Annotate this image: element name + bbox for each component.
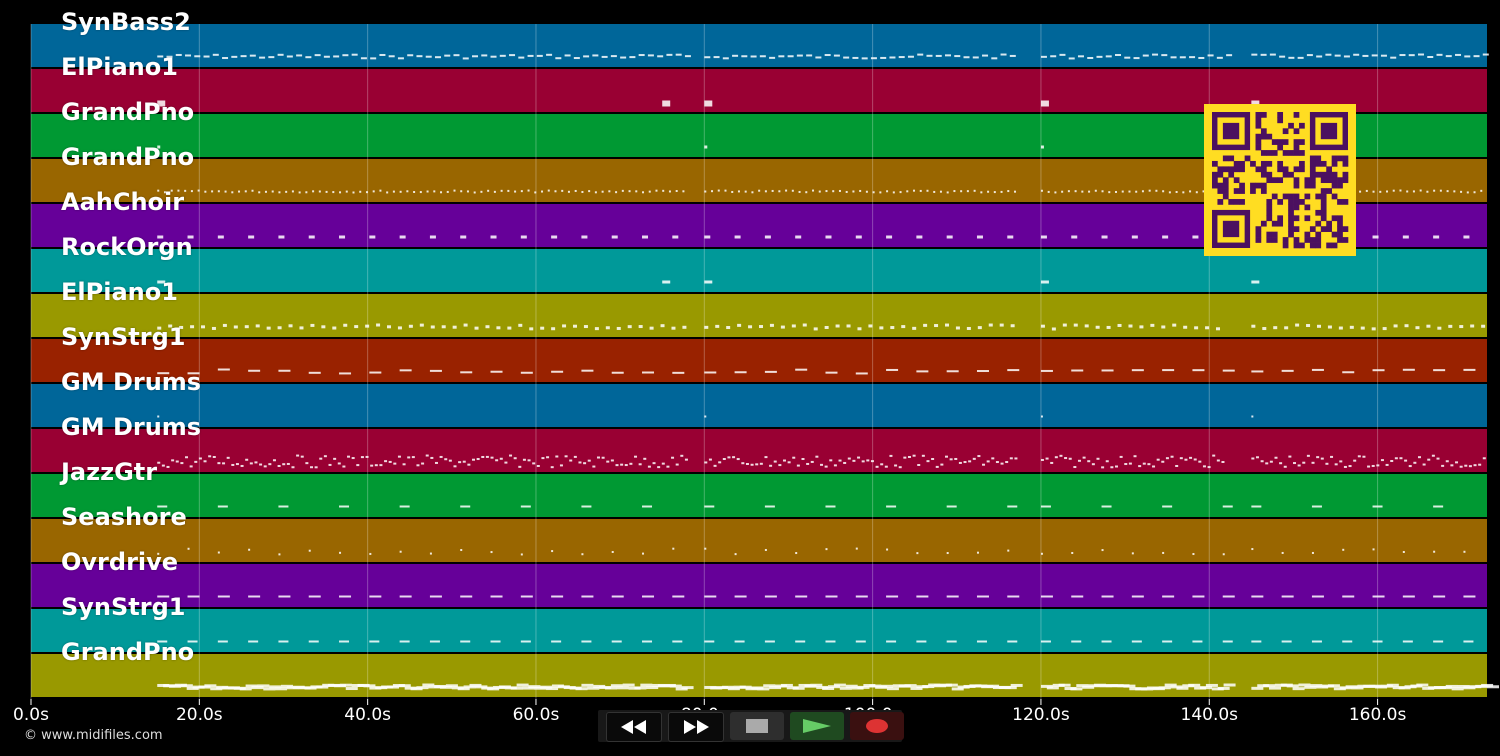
- track-lane: [31, 384, 1487, 427]
- playback-controls: [598, 710, 904, 742]
- track-lane: [31, 294, 1487, 337]
- track-label: GrandPno: [61, 98, 195, 126]
- track-label: ElPiano1: [61, 278, 178, 306]
- record-icon: [866, 719, 888, 733]
- track-label: SynStrg1: [61, 593, 186, 621]
- time-tick-label: 60.0s: [512, 705, 560, 725]
- copyright-credit: © www.midifiles.com: [24, 728, 163, 743]
- track-lane: [31, 24, 1487, 67]
- rewind-button[interactable]: [606, 712, 662, 742]
- track-lane: [31, 609, 1487, 652]
- stop-button[interactable]: [730, 712, 784, 740]
- track-label: Seashore: [61, 503, 187, 531]
- note-marks: [157, 53, 1499, 691]
- track-label: AahChoir: [61, 188, 185, 216]
- track-lane: [31, 654, 1487, 697]
- track-lane: [31, 339, 1487, 382]
- time-tick-label: 140.0s: [1180, 705, 1239, 725]
- fast-forward-button[interactable]: [668, 712, 724, 742]
- track-lane: [31, 249, 1487, 292]
- track-label: GrandPno: [61, 638, 195, 666]
- track-label: SynStrg1: [61, 323, 186, 351]
- record-button[interactable]: [850, 712, 904, 740]
- track-label: JazzGtr: [61, 458, 158, 486]
- track-label: SynBass2: [61, 8, 191, 36]
- play-button[interactable]: [790, 712, 844, 740]
- track-label: ElPiano1: [61, 53, 178, 81]
- track-label: RockOrgn: [61, 233, 193, 261]
- rewind-icon: [621, 720, 646, 734]
- time-tick-label: 160.0s: [1348, 705, 1407, 725]
- time-tick-label: 120.0s: [1012, 705, 1070, 725]
- play-icon: [803, 719, 831, 733]
- time-tick-label: 20.0s: [175, 705, 223, 725]
- time-tick-label: 0.0s: [13, 705, 49, 725]
- track-label: GM Drums: [61, 413, 202, 441]
- track-label: Ovrdrive: [61, 548, 179, 576]
- track-lane: [31, 564, 1487, 607]
- track-lane: [31, 474, 1487, 517]
- stop-icon: [746, 719, 768, 733]
- time-tick-label: 40.0s: [344, 705, 391, 725]
- track-lane: [31, 429, 1487, 472]
- track-label: GM Drums: [61, 368, 202, 396]
- track-lane: [31, 519, 1487, 562]
- track-label: GrandPno: [61, 143, 195, 171]
- fast-forward-icon: [684, 720, 709, 734]
- qr-code: [1204, 104, 1356, 256]
